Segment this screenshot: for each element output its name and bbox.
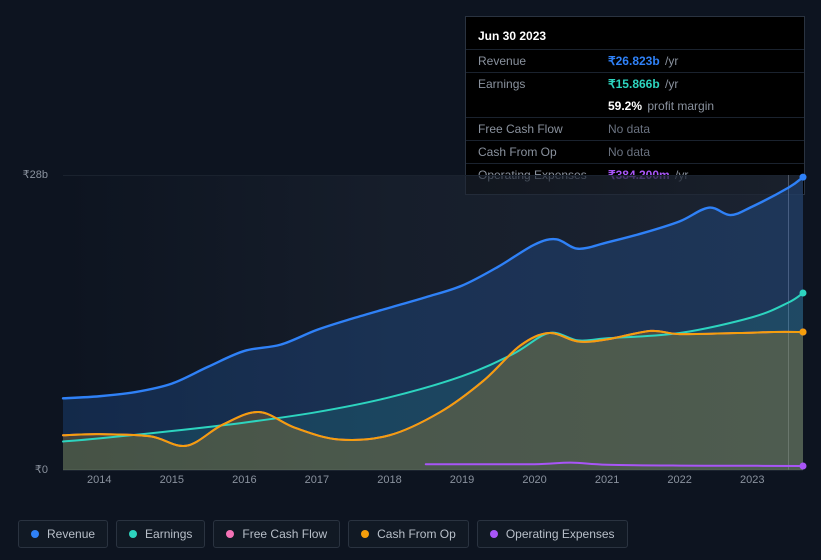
legend-item-earnings[interactable]: Earnings: [116, 520, 205, 548]
chart-plot-area[interactable]: [63, 175, 803, 470]
tooltip-row-value: ₹15.866b /yr: [608, 77, 678, 91]
legend-item-fcf[interactable]: Free Cash Flow: [213, 520, 340, 548]
chart-y-label: ₹28b: [23, 168, 48, 181]
tooltip-row-nodata: No data: [608, 145, 650, 159]
chart-series-endpoint-earnings: [800, 290, 807, 297]
chart-x-tick: 2017: [305, 474, 329, 486]
chart-y-label: ₹0: [35, 463, 48, 476]
legend-label: Free Cash Flow: [242, 527, 327, 541]
legend-dot-icon: [490, 530, 498, 538]
legend-item-opex[interactable]: Operating Expenses: [477, 520, 628, 548]
tooltip-row: Free Cash FlowNo data: [466, 117, 804, 140]
tooltip-row: 59.2% profit margin: [466, 95, 804, 117]
tooltip-row-value: 59.2% profit margin: [608, 99, 714, 113]
chart-x-tick: 2014: [87, 474, 111, 486]
chart-svg: [63, 175, 803, 470]
tooltip-row: Earnings₹15.866b /yr: [466, 72, 804, 95]
legend-dot-icon: [129, 530, 137, 538]
chart-x-tick: 2023: [740, 474, 764, 486]
legend-label: Revenue: [47, 527, 95, 541]
legend-item-revenue[interactable]: Revenue: [18, 520, 108, 548]
chart-x-tick: 2016: [232, 474, 256, 486]
legend-label: Earnings: [145, 527, 192, 541]
chart-x-tick: 2020: [522, 474, 546, 486]
chart-x-axis: 2014 2015 2016 2017 2018 2019 2020 2021 2022 2023: [63, 474, 803, 488]
tooltip-row-label: Cash From Op: [478, 145, 608, 159]
chart-x-tick: 2018: [377, 474, 401, 486]
legend-item-cfo[interactable]: Cash From Op: [348, 520, 469, 548]
tooltip-title: Jun 30 2023: [466, 25, 804, 49]
legend-dot-icon: [361, 530, 369, 538]
chart-x-tick: 2021: [595, 474, 619, 486]
tooltip-row-nodata: No data: [608, 122, 650, 136]
chart-series-endpoint-opex: [800, 462, 807, 469]
chart-legend: Revenue Earnings Free Cash Flow Cash From O…: [18, 520, 628, 548]
tooltip-row: Revenue₹26.823b /yr: [466, 49, 804, 72]
chart-series-endpoint-revenue: [800, 174, 807, 181]
tooltip-row-label: Earnings: [478, 77, 608, 91]
legend-label: Operating Expenses: [506, 527, 615, 541]
legend-dot-icon: [226, 530, 234, 538]
chart-series-endpoint-cfo: [800, 328, 807, 335]
legend-dot-icon: [31, 530, 39, 538]
tooltip-row-label: Free Cash Flow: [478, 122, 608, 136]
legend-label: Cash From Op: [377, 527, 456, 541]
tooltip-row-value: ₹26.823b /yr: [608, 54, 678, 68]
chart-x-tick: 2015: [160, 474, 184, 486]
financials-chart: 2014 2015 2016 2017 2018 2019 2020 2021 2022 2023…: [18, 160, 803, 500]
chart-x-tick: 2019: [450, 474, 474, 486]
tooltip-row-label: Revenue: [478, 54, 608, 68]
chart-x-tick: 2022: [667, 474, 691, 486]
